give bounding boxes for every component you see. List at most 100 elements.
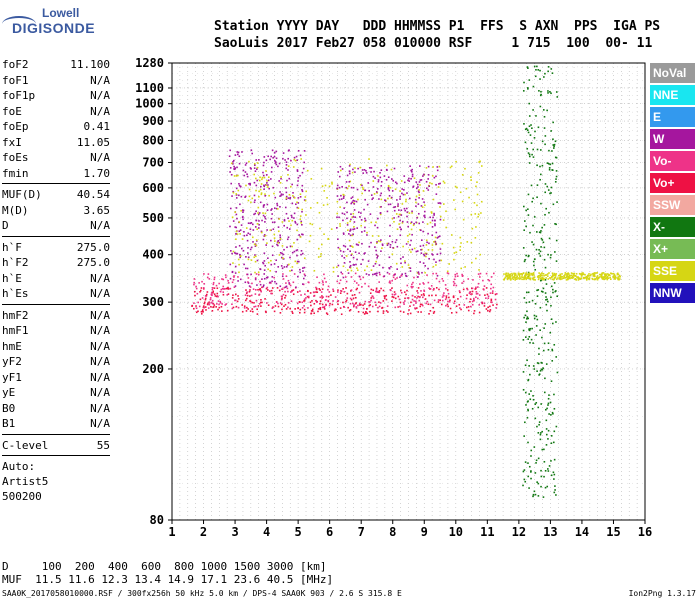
echo-point bbox=[291, 290, 293, 293]
echo-point bbox=[430, 211, 433, 213]
muf-table: D 100 200 400 600 800 1000 1500 3000 [km… bbox=[2, 560, 333, 586]
echo-point bbox=[553, 145, 555, 148]
echo-point bbox=[345, 255, 348, 257]
echo-point bbox=[411, 298, 414, 301]
echo-point bbox=[309, 222, 312, 225]
echo-point bbox=[254, 289, 257, 291]
echo-point bbox=[300, 221, 302, 224]
echo-point bbox=[200, 310, 203, 313]
echo-point bbox=[241, 310, 244, 313]
echo-point bbox=[275, 163, 278, 166]
echo-point bbox=[529, 277, 532, 280]
echo-point bbox=[405, 275, 408, 278]
echo-point bbox=[491, 290, 494, 292]
echo-point bbox=[535, 401, 538, 404]
echo-point bbox=[321, 280, 324, 282]
echo-point bbox=[258, 159, 260, 161]
echo-point bbox=[306, 289, 309, 292]
echo-point bbox=[342, 276, 345, 279]
echo-point bbox=[235, 193, 238, 195]
echo-point bbox=[545, 363, 548, 365]
echo-point bbox=[216, 303, 218, 305]
echo-point bbox=[555, 170, 558, 172]
echo-point bbox=[349, 245, 352, 247]
echo-point bbox=[200, 287, 203, 289]
param-value: N/A bbox=[90, 89, 110, 102]
echo-point bbox=[402, 193, 405, 196]
param-row: h`Es N/A bbox=[2, 286, 110, 302]
divider bbox=[2, 455, 110, 459]
echo-point bbox=[336, 184, 339, 187]
echo-point bbox=[528, 153, 531, 156]
echo-point bbox=[216, 287, 219, 290]
echo-point bbox=[438, 183, 440, 185]
echo-point bbox=[528, 465, 531, 468]
echo-point bbox=[418, 197, 420, 199]
echo-point bbox=[436, 166, 439, 168]
echo-point bbox=[544, 292, 547, 294]
echo-point bbox=[259, 176, 261, 179]
echo-point bbox=[357, 198, 359, 201]
echo-point bbox=[296, 169, 299, 171]
echo-point bbox=[471, 287, 474, 290]
echo-point bbox=[419, 283, 421, 285]
echo-point bbox=[551, 272, 554, 275]
echo-point bbox=[543, 258, 546, 261]
echo-point bbox=[445, 210, 447, 213]
echo-point bbox=[238, 182, 240, 185]
echo-point bbox=[528, 274, 531, 276]
echo-point bbox=[348, 165, 351, 167]
echo-point bbox=[525, 127, 528, 130]
echo-point bbox=[538, 421, 541, 423]
echo-point bbox=[376, 256, 378, 259]
echo-point bbox=[350, 298, 353, 301]
param-value: N/A bbox=[90, 324, 110, 337]
echo-point bbox=[519, 277, 522, 280]
echo-point bbox=[557, 277, 559, 279]
echo-point bbox=[389, 280, 391, 283]
echo-point bbox=[373, 170, 375, 173]
echo-point bbox=[568, 277, 570, 280]
echo-point bbox=[221, 278, 223, 280]
echo-point bbox=[287, 157, 289, 160]
echo-point bbox=[279, 236, 282, 239]
echo-point bbox=[538, 373, 541, 375]
echo-point bbox=[231, 307, 234, 310]
echo-point bbox=[550, 380, 553, 382]
echo-point bbox=[514, 274, 516, 276]
echo-point bbox=[350, 276, 353, 278]
echo-point bbox=[554, 485, 556, 487]
echo-point bbox=[274, 162, 277, 164]
echo-point bbox=[431, 182, 433, 185]
echo-point bbox=[270, 178, 272, 180]
echo-point bbox=[303, 311, 306, 314]
echo-point bbox=[581, 272, 583, 275]
echo-point bbox=[299, 174, 301, 177]
echo-point bbox=[479, 253, 482, 256]
echo-point bbox=[551, 322, 554, 325]
echo-point bbox=[355, 302, 357, 304]
echo-point bbox=[524, 480, 527, 483]
echo-point bbox=[382, 310, 385, 312]
echo-point bbox=[230, 173, 233, 176]
echo-point bbox=[478, 161, 480, 163]
echo-point bbox=[399, 226, 401, 229]
echo-point bbox=[408, 177, 410, 180]
echo-point bbox=[553, 277, 556, 279]
echo-point bbox=[383, 175, 386, 177]
echo-point bbox=[285, 161, 288, 163]
param-label: foEp bbox=[2, 120, 29, 133]
echo-point bbox=[480, 212, 482, 214]
echo-point bbox=[409, 267, 412, 269]
echo-point bbox=[459, 236, 462, 239]
echo-point bbox=[431, 219, 434, 222]
y-tick-label: 700 bbox=[142, 155, 164, 169]
echo-point bbox=[394, 306, 397, 309]
echo-point bbox=[391, 300, 393, 302]
echo-point bbox=[588, 273, 590, 275]
echo-point bbox=[248, 290, 251, 293]
echo-point bbox=[390, 168, 393, 171]
echo-point bbox=[195, 311, 198, 314]
echo-point bbox=[483, 288, 485, 291]
echo-point bbox=[280, 295, 283, 298]
